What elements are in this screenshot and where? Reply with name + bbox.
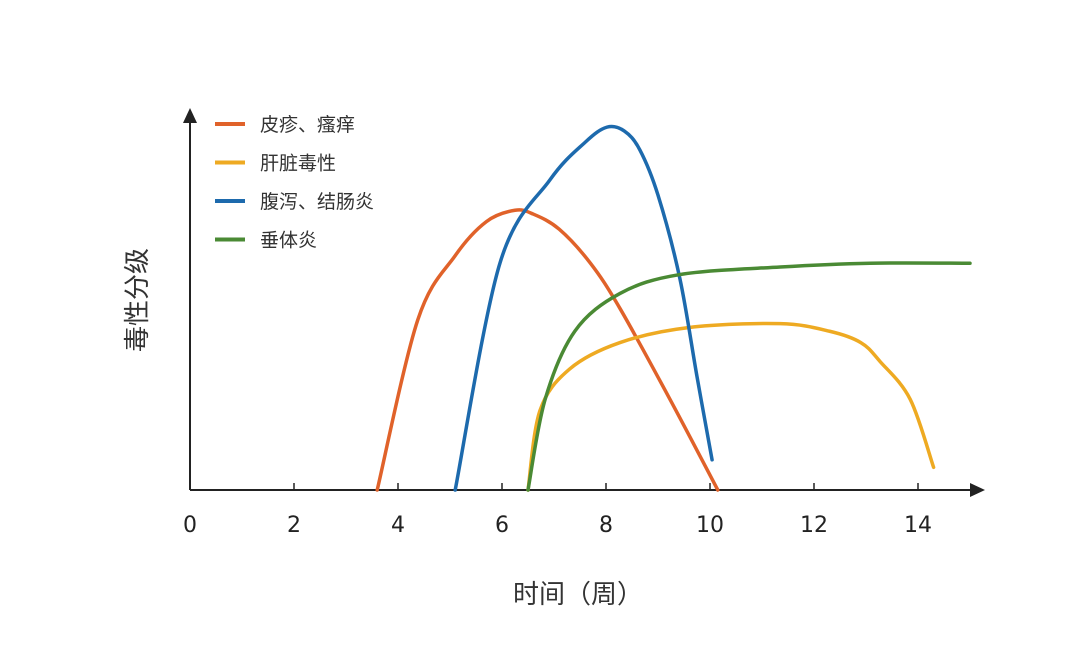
x-tick-label: 14 bbox=[904, 513, 932, 538]
series-line-0 bbox=[375, 208, 720, 492]
series-line-2 bbox=[453, 124, 714, 492]
x-tick-label: 0 bbox=[183, 513, 197, 538]
y-axis-label: 毒性分级 bbox=[123, 248, 153, 352]
axes bbox=[183, 108, 985, 497]
series-line-3 bbox=[526, 261, 972, 492]
x-tick-label: 2 bbox=[287, 513, 301, 538]
x-tick-label: 6 bbox=[495, 513, 509, 538]
legend-label: 皮疹、瘙痒 bbox=[260, 114, 355, 136]
x-tick-label: 4 bbox=[391, 513, 405, 538]
legend-label: 垂体炎 bbox=[260, 230, 317, 252]
x-axis-arrow bbox=[970, 483, 985, 497]
series-line-1 bbox=[526, 321, 936, 492]
x-tick-label: 12 bbox=[800, 513, 828, 538]
legend-label: 肝脏毒性 bbox=[260, 153, 336, 175]
x-tick-label: 8 bbox=[599, 513, 613, 538]
x-axis-label: 时间（周） bbox=[513, 580, 643, 610]
x-tick-label: 10 bbox=[696, 513, 724, 538]
y-axis-arrow bbox=[183, 108, 197, 123]
legend-label: 腹泻、结肠炎 bbox=[260, 191, 374, 213]
